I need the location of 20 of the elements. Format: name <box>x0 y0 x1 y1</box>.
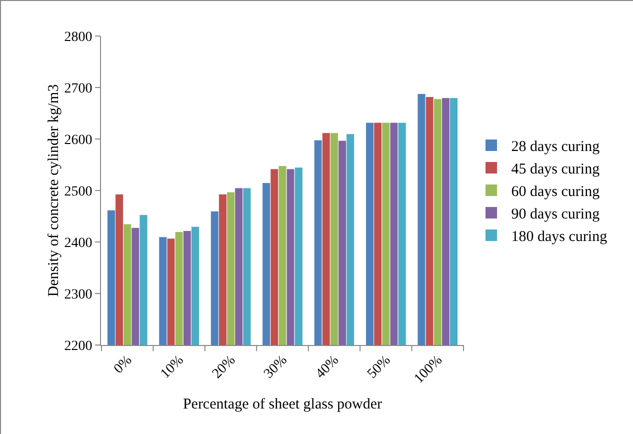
y-tick-label: 2600 <box>64 132 92 148</box>
legend-label: 90 days curing <box>511 206 600 223</box>
y-tick-label: 2500 <box>64 184 92 200</box>
x-tick-label: 10% <box>158 352 188 382</box>
y-tick-label: 2700 <box>64 81 92 96</box>
x-tick-label: 50% <box>364 352 394 382</box>
legend-label: 60 days curing <box>511 184 600 200</box>
x-tick-label: 30% <box>262 352 291 382</box>
x-tick-label: 0% <box>111 352 136 377</box>
y-tick-label: 2400 <box>64 236 92 251</box>
legend-label: 45 days curing <box>511 162 600 178</box>
x-tick-label: 20% <box>210 352 239 382</box>
legend-label: 28 days curing <box>511 139 600 156</box>
y-tick-label: 2300 <box>64 287 92 302</box>
x-axis-title: Percentage of sheet glass powder <box>182 396 382 413</box>
legend-label: 180 days curing <box>511 229 608 246</box>
y-tick-label: 2200 <box>64 338 92 354</box>
x-tick-label: 40% <box>313 352 342 382</box>
y-axis-title: Density of concrete cylinder kg/m3 <box>46 84 62 297</box>
y-tick-label: 2800 <box>64 30 92 45</box>
